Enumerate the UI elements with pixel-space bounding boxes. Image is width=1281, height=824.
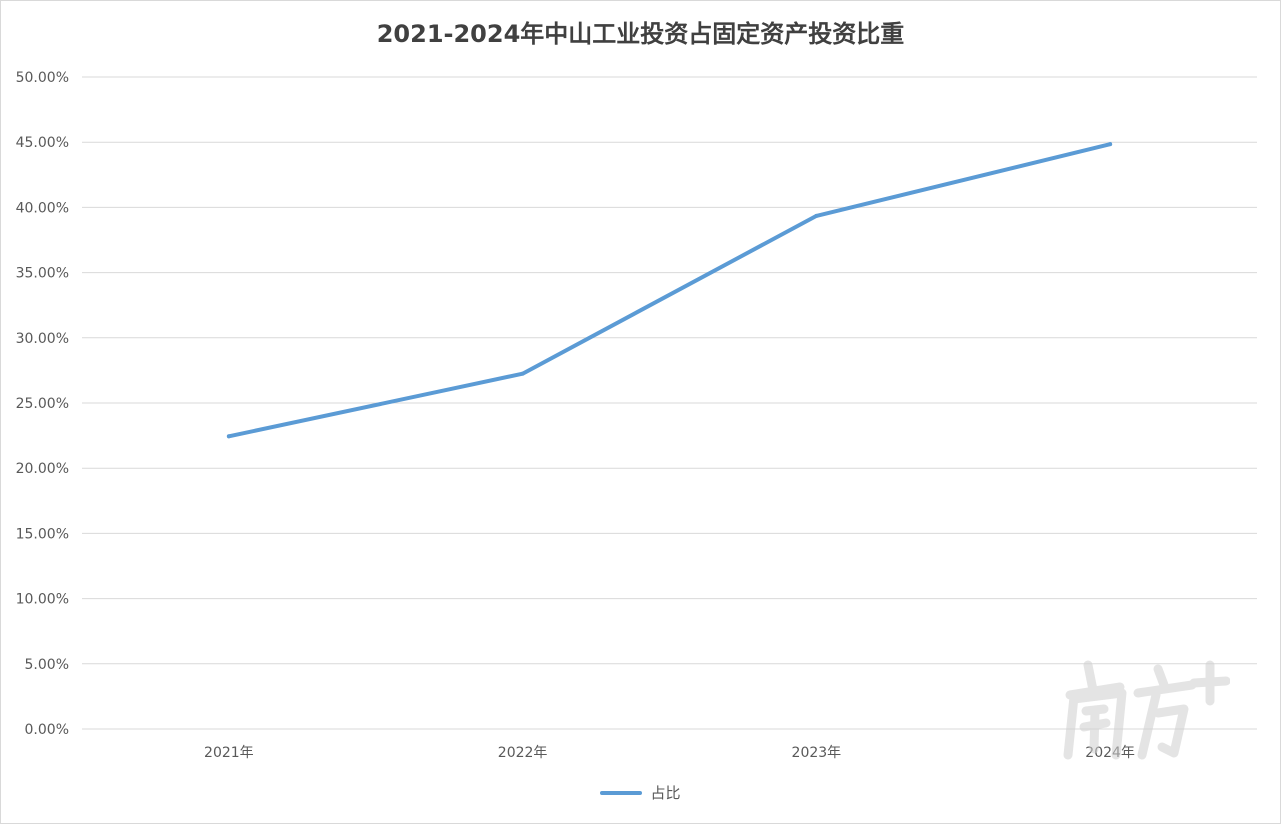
series-layer	[226, 142, 1113, 439]
y-tick-label: 50.00%	[16, 70, 69, 86]
grid-lines	[82, 76, 1257, 730]
data-point	[814, 213, 819, 218]
x-tick-label: 2022年	[498, 745, 548, 761]
y-tick-label: 0.00%	[25, 722, 69, 738]
x-tick-label: 2021年	[204, 745, 254, 761]
y-tick-label: 40.00%	[16, 200, 69, 216]
y-tick-label: 20.00%	[16, 461, 69, 477]
y-tick-label: 30.00%	[16, 331, 69, 347]
legend-swatch	[600, 790, 643, 795]
legend-label: 占比	[650, 784, 681, 802]
legend: 占比	[0, 782, 1281, 803]
data-point	[226, 434, 231, 439]
y-tick-label: 10.00%	[16, 592, 69, 608]
y-tick-label: 35.00%	[16, 266, 69, 282]
y-tick-label: 45.00%	[16, 135, 69, 151]
x-axis-tick-labels: 2021年 2022年 2023年 2024年	[204, 745, 1135, 761]
nanfang-plus-logo-icon	[1063, 660, 1230, 760]
y-tick-label: 25.00%	[16, 396, 69, 412]
series-line	[226, 142, 1113, 439]
data-point	[520, 371, 525, 376]
data-point	[1108, 142, 1113, 147]
y-tick-label: 5.00%	[25, 657, 69, 673]
y-tick-label: 15.00%	[16, 526, 69, 542]
x-tick-label: 2023年	[792, 745, 842, 761]
y-axis-tick-labels: 0.00% 5.00% 10.00% 15.00% 20.00% 25.00% 30.00%…	[16, 70, 69, 738]
chart-title: 2021-2024年中山工业投资占固定资产投资比重	[376, 20, 905, 48]
